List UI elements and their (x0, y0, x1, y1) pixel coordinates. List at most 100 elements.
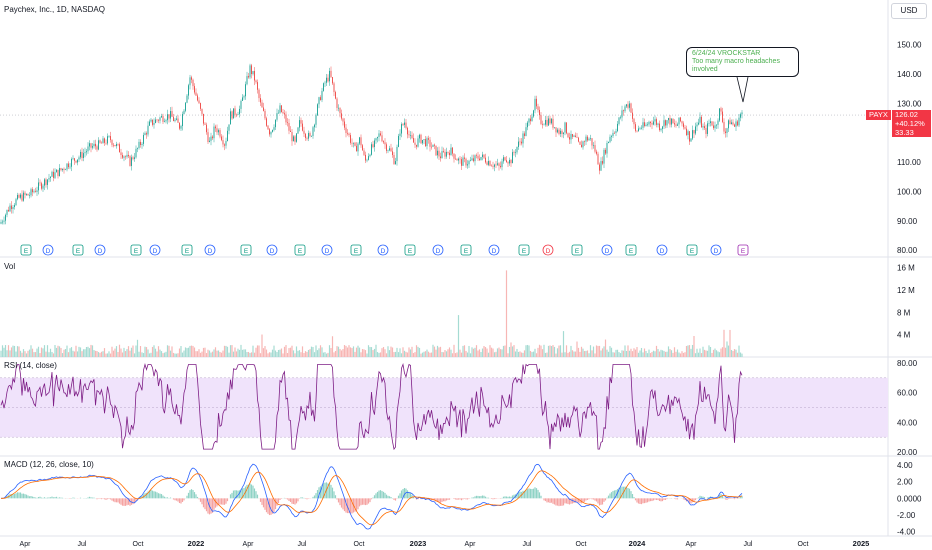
volume-bar (657, 348, 659, 357)
price-candle (509, 159, 510, 164)
volume-bar (621, 350, 623, 357)
price-candle (686, 128, 687, 136)
price-candle (83, 153, 84, 159)
macd-histogram-bar (183, 498, 185, 501)
price-candle (492, 165, 494, 167)
price-candle (540, 115, 542, 124)
price-tag: 126.02 +40.12% 33.33 (892, 110, 931, 137)
volume-bar (361, 349, 364, 357)
price-candle (174, 119, 176, 122)
macd-histogram-bar (505, 496, 508, 499)
volume-bar (312, 347, 314, 357)
volume-bar (19, 350, 22, 357)
time-axis-tick: Apr (465, 541, 477, 548)
macd-histogram-bar (265, 498, 268, 513)
annotation-callout[interactable]: 6/24/24 VROCKSTAR Too many macro headach… (686, 47, 799, 77)
price-candle (69, 166, 71, 168)
macd-histogram-bar (57, 497, 59, 499)
macd-histogram-bar (718, 494, 721, 499)
price-candle (273, 127, 275, 130)
volume-bar (538, 344, 541, 357)
macd-histogram-bar (532, 488, 535, 499)
macd-histogram-bar (549, 498, 551, 503)
volume-bar (259, 353, 262, 357)
price-candle (272, 129, 273, 132)
macd-histogram-bar (105, 498, 107, 500)
volume-bar (610, 347, 613, 357)
volume-bar (555, 353, 557, 357)
macd-histogram-bar (643, 498, 646, 504)
price-candle (584, 141, 585, 142)
price-candle (176, 118, 177, 120)
price-candle (446, 151, 447, 157)
price-candle (189, 77, 191, 86)
price-candle (285, 114, 287, 123)
price-candle (474, 155, 476, 162)
price-candle (128, 154, 129, 157)
volume-bar (292, 350, 295, 357)
dividend-marker-label: D (98, 248, 103, 255)
volume-bar (624, 345, 626, 357)
volume-bar (645, 350, 647, 357)
macd-histogram-bar (247, 484, 250, 499)
volume-bar (675, 351, 677, 357)
macd-histogram-bar (397, 495, 400, 499)
volume-bar (243, 349, 245, 357)
price-candle (435, 145, 437, 156)
macd-histogram-bar (291, 498, 293, 504)
volume-bar (135, 345, 137, 357)
macd-histogram-bar (349, 498, 352, 514)
macd-histogram-bar (411, 494, 413, 499)
price-candle (420, 134, 422, 144)
price-candle (195, 92, 197, 96)
dividend-marker (266, 244, 278, 256)
macd-histogram-bar (412, 496, 415, 499)
macd-histogram-bar (660, 498, 662, 502)
volume-bar (559, 345, 562, 357)
price-candle (609, 136, 611, 142)
macd-histogram-bar (699, 495, 701, 499)
volume-bar (664, 351, 667, 357)
volume-bar (195, 351, 197, 357)
macd-histogram-bar (100, 498, 103, 500)
volume-bar (244, 349, 247, 357)
price-axis-tick: 150.00 (897, 41, 922, 50)
price-candle (593, 145, 594, 146)
price-candle (452, 147, 453, 154)
price-candle (6, 209, 8, 215)
volume-bar (369, 346, 371, 357)
earnings-marker (737, 244, 749, 256)
dividend-marker (149, 244, 161, 256)
volume-bar (190, 345, 193, 357)
price-candle (576, 136, 578, 138)
volume-bar (16, 346, 19, 357)
volume-bar (37, 346, 40, 357)
volume-bar (438, 347, 440, 357)
macd-histogram-bar (708, 497, 710, 499)
volume-bar (672, 352, 674, 357)
price-candle (219, 130, 221, 137)
price-candle (302, 123, 303, 131)
dividend-marker-label: D (714, 248, 719, 255)
macd-histogram-bar (706, 497, 709, 499)
volume-bar (679, 353, 682, 357)
price-candle (479, 158, 480, 160)
price-candle (614, 132, 615, 134)
volume-bar (366, 353, 368, 357)
macd-histogram-bar (507, 496, 509, 499)
volume-bar (256, 345, 259, 357)
price-candle (156, 119, 158, 121)
volume-bar (4, 345, 7, 357)
macd-histogram-bar (454, 498, 457, 500)
volume-bar (234, 347, 236, 357)
volume-bar (508, 346, 511, 357)
volume-bar (295, 346, 298, 357)
volume-bar (546, 352, 548, 357)
price-candle (44, 179, 45, 186)
price-candle (141, 143, 143, 145)
price-candle (365, 154, 366, 161)
currency-button[interactable]: USD (891, 3, 927, 19)
price-candle (644, 122, 645, 127)
macd-histogram-bar (306, 498, 308, 500)
